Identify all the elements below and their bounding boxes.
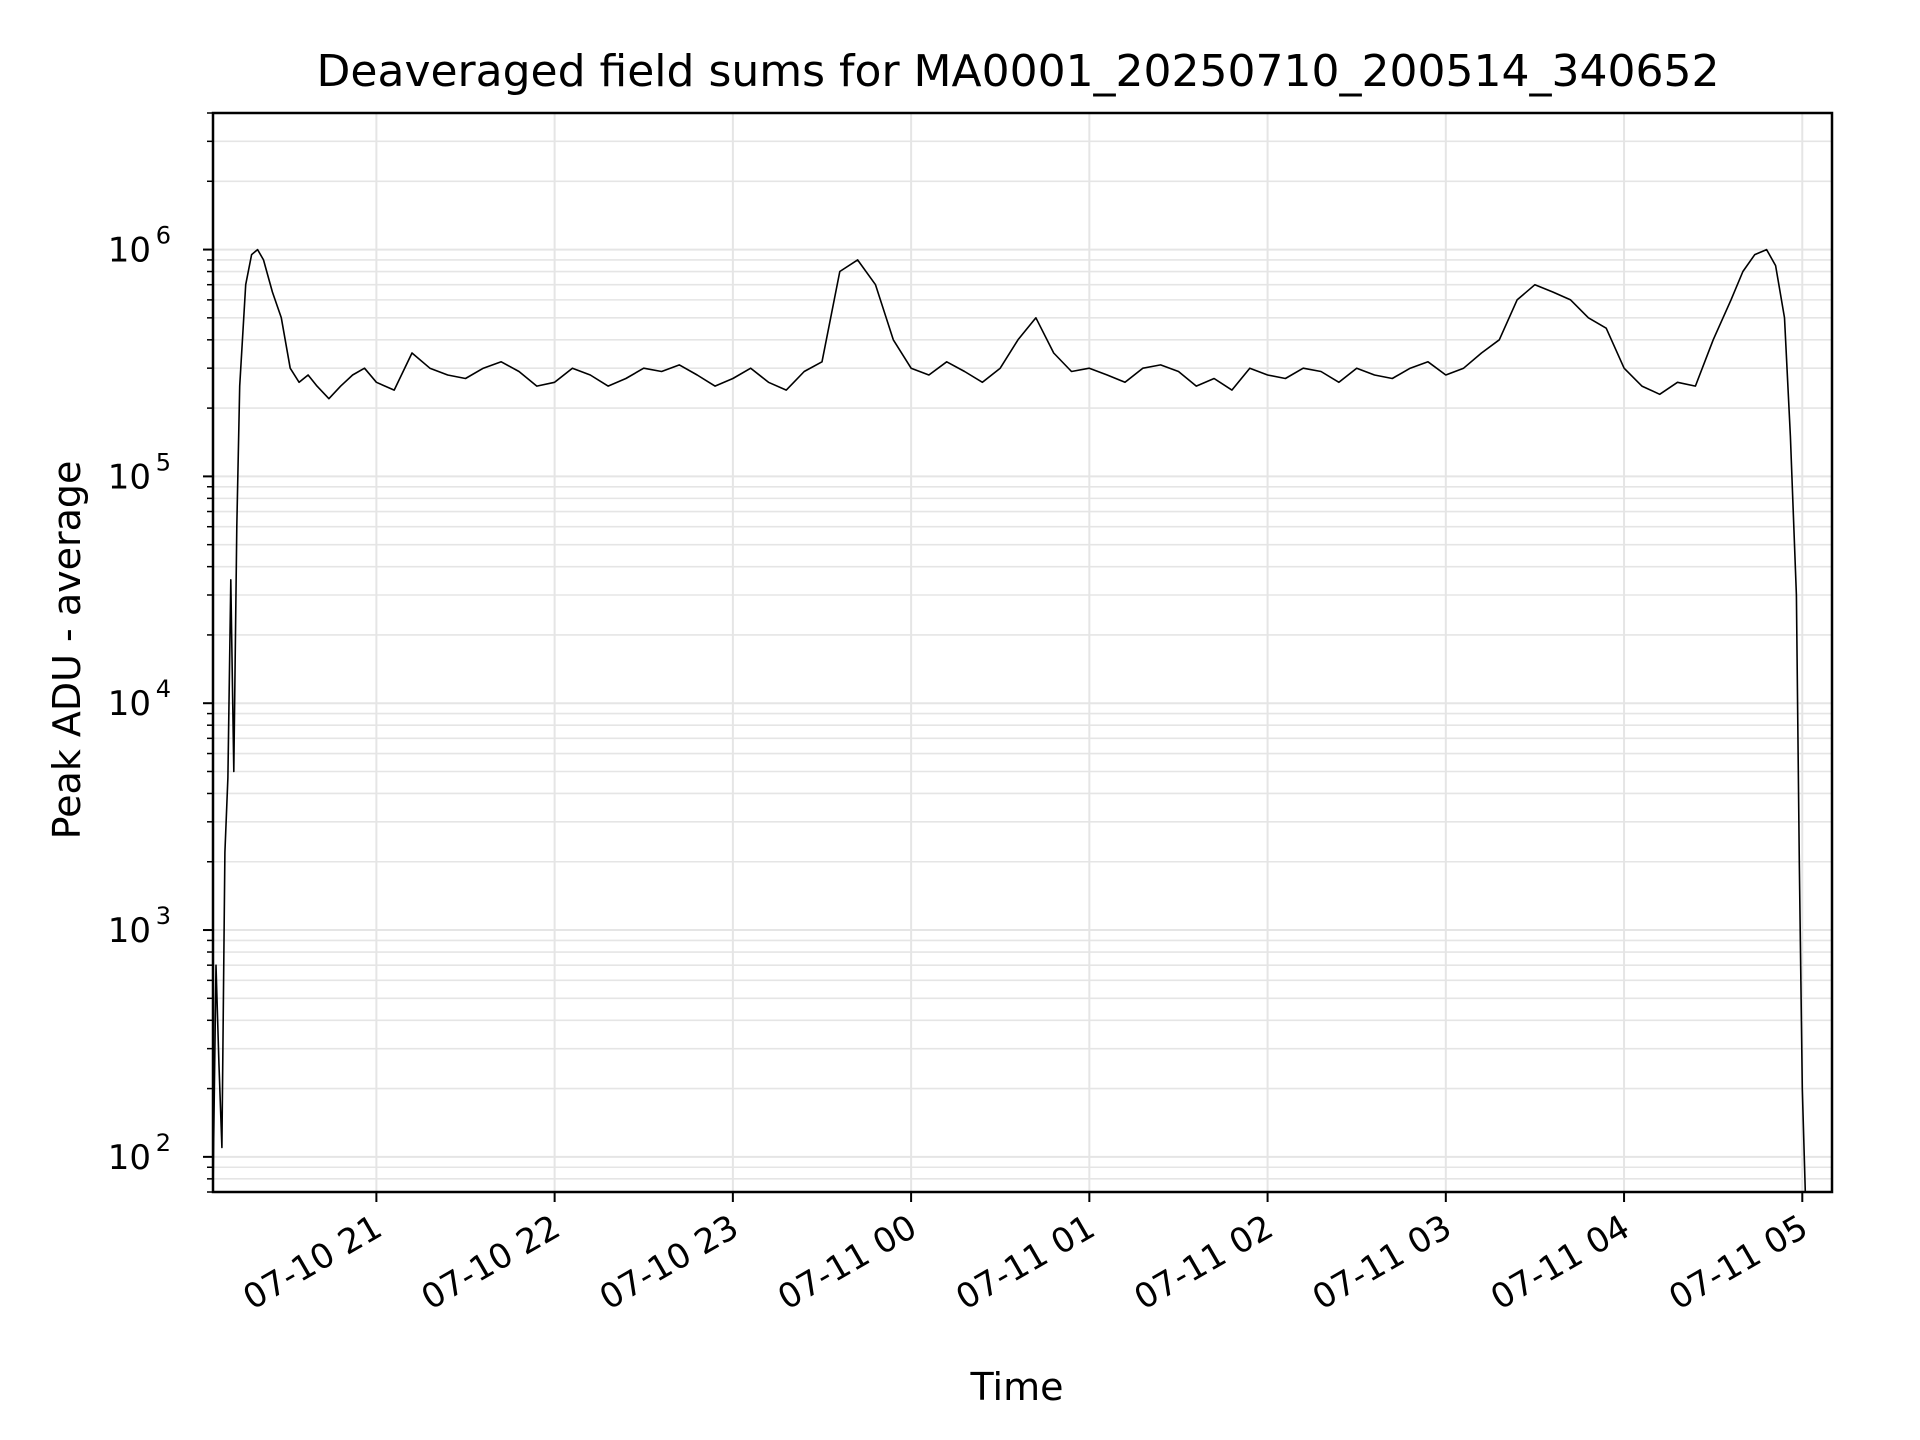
y-tick-label: 10 — [108, 1138, 151, 1178]
chart-title: Deaveraged field sums for MA0001_2025071… — [317, 46, 1720, 97]
y-tick-exponent: 2 — [156, 1129, 171, 1157]
y-tick-label: 10 — [108, 911, 151, 951]
plot-frame — [211, 111, 1834, 1194]
y-tick-exponent: 3 — [156, 902, 171, 930]
grid-lines — [213, 112, 1832, 1193]
y-axis-label: Peak ADU - average — [45, 461, 89, 840]
y-tick-exponent: 4 — [156, 675, 171, 703]
series-line — [212, 248, 1807, 1193]
series-layer — [212, 248, 1807, 1193]
y-tick-label: 10 — [108, 684, 151, 724]
y-tick-label: 10 — [108, 231, 151, 271]
y-minor-ticks — [207, 112, 213, 1193]
y-tick-label: 10 — [108, 457, 151, 497]
y-tick-exponent: 5 — [156, 448, 171, 476]
y-tick-exponent: 6 — [156, 222, 171, 250]
x-axis-label: Time — [970, 1365, 1064, 1409]
